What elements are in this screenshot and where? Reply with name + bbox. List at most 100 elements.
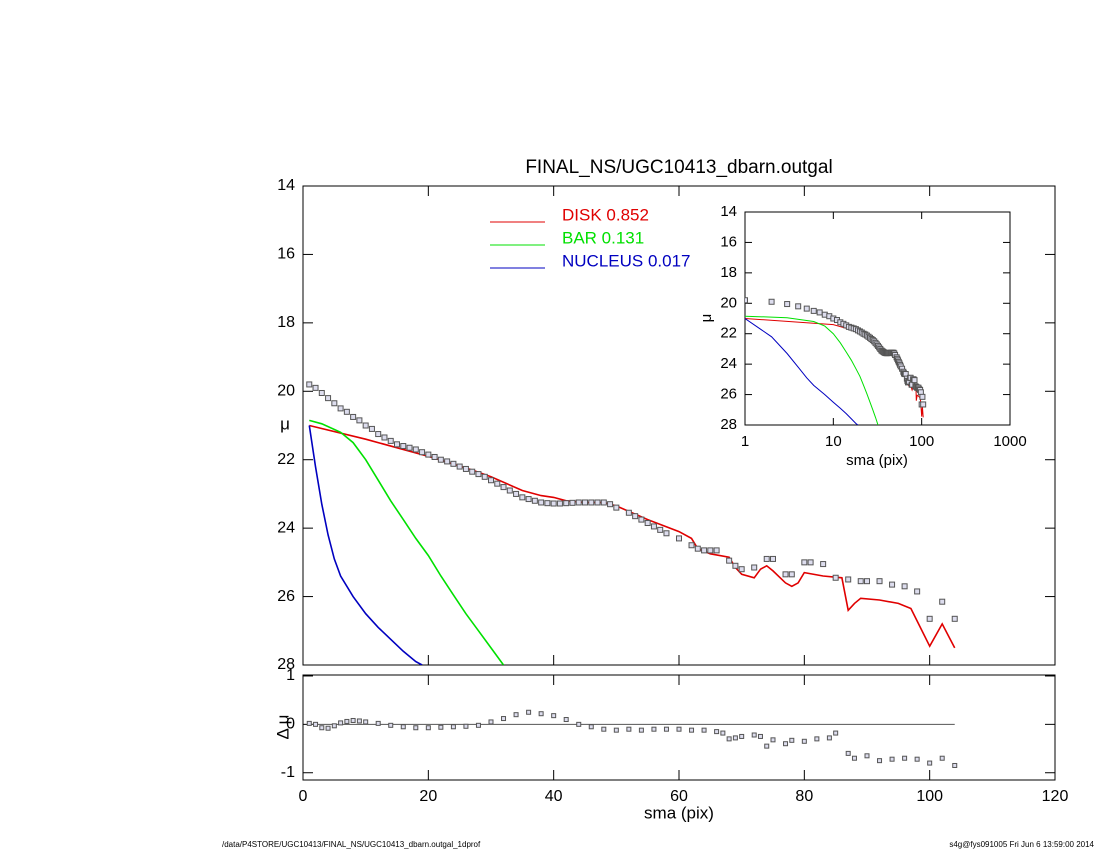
data-point bbox=[475, 471, 482, 478]
data-point bbox=[707, 547, 714, 554]
data-point bbox=[437, 456, 444, 463]
data-point bbox=[506, 487, 513, 494]
inset-x-label: sma (pix) bbox=[846, 452, 908, 469]
legend-label: BAR 0.131 bbox=[562, 228, 644, 247]
data-point bbox=[795, 303, 802, 310]
residual-point bbox=[902, 755, 908, 761]
data-point bbox=[513, 490, 520, 497]
data-point bbox=[845, 576, 852, 583]
residual-point bbox=[801, 738, 807, 744]
data-point bbox=[732, 562, 739, 569]
residual-point bbox=[306, 720, 312, 726]
plot-area bbox=[306, 709, 958, 768]
data-point bbox=[350, 413, 357, 420]
data-point bbox=[337, 405, 344, 412]
data-point bbox=[911, 377, 918, 384]
residual-point bbox=[638, 727, 644, 733]
y-tick-label: 14 bbox=[277, 177, 295, 194]
y-tick-label: 0 bbox=[286, 716, 295, 733]
x-tick-label: 80 bbox=[795, 788, 813, 805]
data-point bbox=[519, 494, 526, 501]
data-point bbox=[638, 516, 645, 523]
data-point bbox=[784, 301, 791, 308]
x-tick-label: 0 bbox=[299, 788, 308, 805]
residual-point bbox=[770, 737, 776, 743]
data-point bbox=[594, 499, 601, 506]
data-point bbox=[318, 389, 325, 396]
data-point bbox=[412, 446, 419, 453]
residual-point bbox=[463, 723, 469, 729]
residual-point bbox=[626, 726, 632, 732]
data-point bbox=[406, 444, 413, 451]
residual-point bbox=[845, 750, 851, 756]
data-point bbox=[745, 297, 748, 304]
y-tick-label: 20 bbox=[277, 383, 295, 400]
data-point bbox=[375, 431, 382, 438]
footer-left: /data/P4STORE/UGC10413/FINAL_NS/UGC10413… bbox=[222, 840, 481, 849]
residual-point bbox=[313, 721, 319, 727]
data-point bbox=[312, 384, 319, 391]
residual-point bbox=[689, 727, 695, 733]
residual-point bbox=[350, 717, 356, 723]
residual-point bbox=[939, 755, 945, 761]
residual-point bbox=[438, 724, 444, 730]
data-point bbox=[569, 499, 576, 506]
x-tick-label: 60 bbox=[670, 788, 688, 805]
y-tick-label: 14 bbox=[720, 203, 737, 220]
data-point bbox=[400, 443, 407, 450]
data-point bbox=[676, 535, 682, 542]
y-tick-label: 18 bbox=[277, 314, 295, 331]
y-tick-label: 26 bbox=[720, 386, 737, 403]
data-point bbox=[525, 496, 532, 503]
residual-y-label: Δ μ bbox=[273, 715, 292, 740]
residual-point bbox=[576, 721, 582, 727]
data-point bbox=[914, 588, 921, 595]
residual-point bbox=[701, 727, 707, 733]
residual-point bbox=[864, 753, 870, 759]
data-point bbox=[394, 441, 400, 448]
residual-point bbox=[475, 722, 481, 728]
residual-point bbox=[588, 724, 594, 730]
residual-point bbox=[338, 720, 344, 726]
data-point bbox=[582, 499, 588, 506]
data-point bbox=[563, 500, 570, 507]
data-point bbox=[832, 574, 839, 581]
data-point bbox=[919, 393, 926, 400]
data-point bbox=[550, 500, 557, 507]
residual-point bbox=[739, 733, 745, 739]
data-point bbox=[816, 309, 823, 316]
residual-point bbox=[889, 756, 895, 762]
data-point bbox=[939, 598, 946, 605]
residual-point bbox=[563, 717, 569, 723]
residual-point bbox=[538, 711, 544, 717]
residual-point bbox=[851, 755, 857, 761]
inset-model-line bbox=[745, 315, 879, 425]
y-tick-label: 20 bbox=[720, 294, 737, 311]
residual-point bbox=[663, 726, 669, 732]
data-point bbox=[425, 451, 432, 458]
residual-point bbox=[613, 727, 619, 733]
data-point bbox=[876, 578, 883, 585]
inset-model-line bbox=[745, 318, 859, 425]
data-point bbox=[926, 615, 933, 622]
data-point bbox=[325, 395, 332, 402]
data-point bbox=[657, 526, 664, 533]
y-tick-label: 24 bbox=[277, 519, 295, 536]
legend-label: NUCLEUS 0.017 bbox=[562, 251, 691, 270]
data-point bbox=[387, 437, 394, 444]
y-tick-label: 28 bbox=[277, 656, 295, 673]
data-point bbox=[613, 504, 620, 511]
data-point bbox=[701, 547, 708, 554]
data-point bbox=[857, 578, 864, 585]
y-tick-label: 1 bbox=[286, 667, 295, 684]
plot-area bbox=[745, 297, 927, 425]
data-point bbox=[444, 458, 451, 465]
inset-y-label: μ bbox=[698, 314, 715, 323]
data-point bbox=[494, 480, 501, 487]
residual-point bbox=[927, 760, 933, 766]
residual-point bbox=[319, 725, 325, 731]
legend-label: DISK 0.852 bbox=[562, 205, 649, 224]
data-point bbox=[713, 547, 720, 554]
residual-point bbox=[551, 713, 557, 719]
data-point bbox=[481, 473, 488, 480]
